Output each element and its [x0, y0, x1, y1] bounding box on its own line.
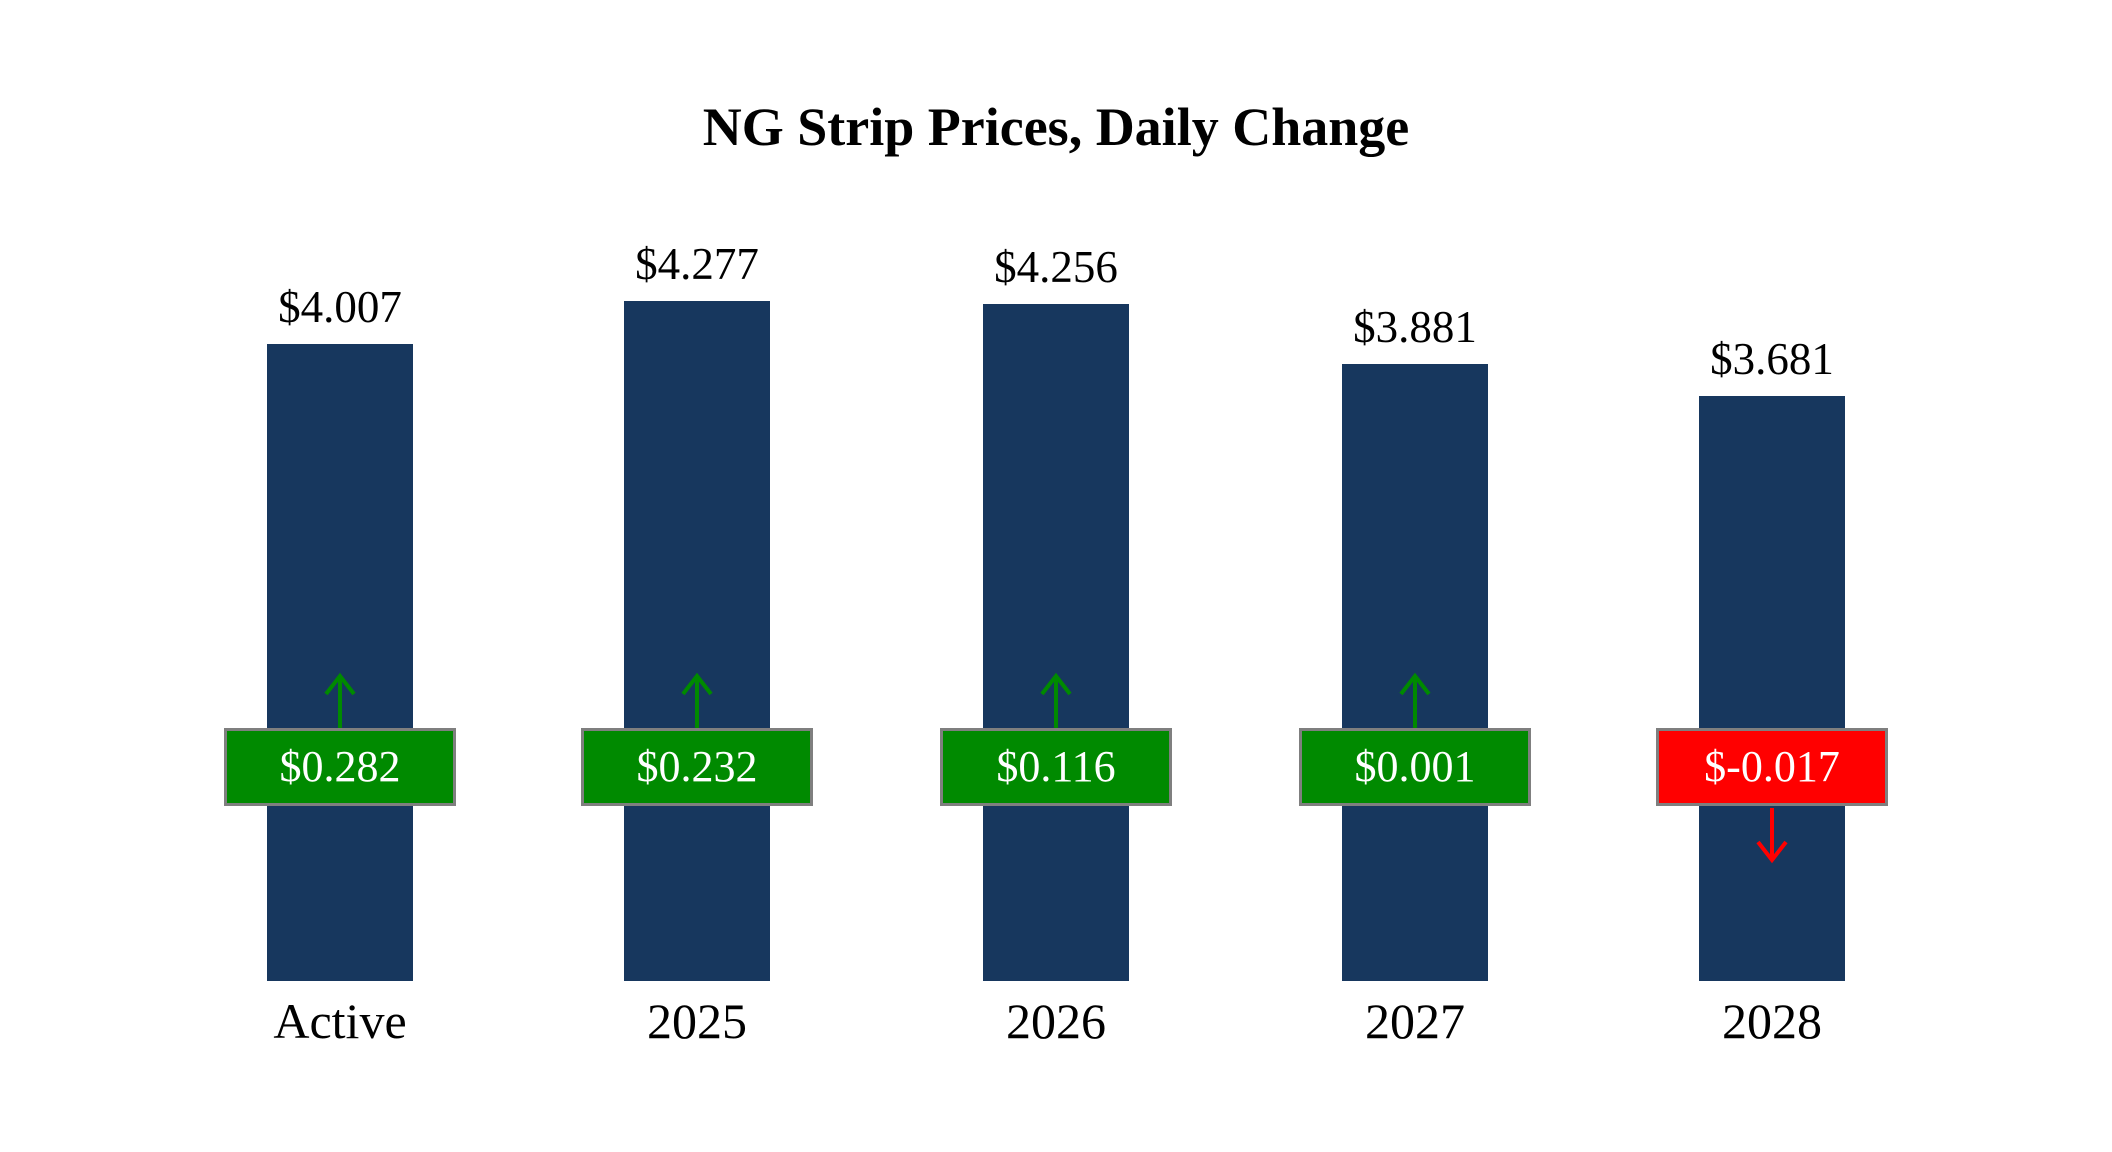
- bar-group: $4.256 $0.116 2026: [876, 0, 1236, 1152]
- up-arrow-icon: [681, 672, 713, 728]
- bar: [1699, 396, 1845, 981]
- category-label: 2028: [1722, 993, 1822, 1049]
- category-label: 2027: [1365, 993, 1465, 1049]
- change-label: $0.001: [1354, 742, 1476, 791]
- up-arrow-icon: [324, 672, 356, 728]
- change-label: $-0.017: [1704, 742, 1840, 791]
- change-label: $0.116: [996, 742, 1116, 791]
- bar: [1342, 364, 1488, 981]
- category-label: Active: [273, 993, 407, 1049]
- change-badge: $0.116: [940, 728, 1172, 806]
- category-label: 2026: [1006, 993, 1106, 1049]
- up-arrow-icon: [1399, 672, 1431, 728]
- change-label: $0.282: [279, 742, 401, 791]
- value-label: $4.256: [994, 241, 1118, 292]
- value-label: $4.007: [278, 281, 402, 332]
- bar: [983, 304, 1129, 981]
- value-label: $3.881: [1353, 301, 1477, 352]
- category-label: 2025: [647, 993, 747, 1049]
- value-label: $3.681: [1710, 333, 1834, 384]
- page-title: NG Strip Prices, Daily Change: [702, 97, 1410, 157]
- change-badge: $-0.017: [1656, 728, 1888, 806]
- bar-group: $3.681 $-0.017 2028: [1592, 0, 1952, 1152]
- change-badge: $0.282: [224, 728, 456, 806]
- down-arrow-icon: [1756, 808, 1788, 864]
- bar: [624, 301, 770, 981]
- change-label: $0.232: [636, 742, 758, 791]
- bar-group: $4.277 $0.232 2025: [517, 0, 877, 1152]
- value-label: $4.277: [635, 238, 759, 289]
- up-arrow-icon: [1040, 672, 1072, 728]
- bar-group: $3.881 $0.001 2027: [1235, 0, 1595, 1152]
- bar-group: $4.007 $0.282 Active: [160, 0, 520, 1152]
- bar: [267, 344, 413, 981]
- change-badge: $0.232: [581, 728, 813, 806]
- change-badge: $0.001: [1299, 728, 1531, 806]
